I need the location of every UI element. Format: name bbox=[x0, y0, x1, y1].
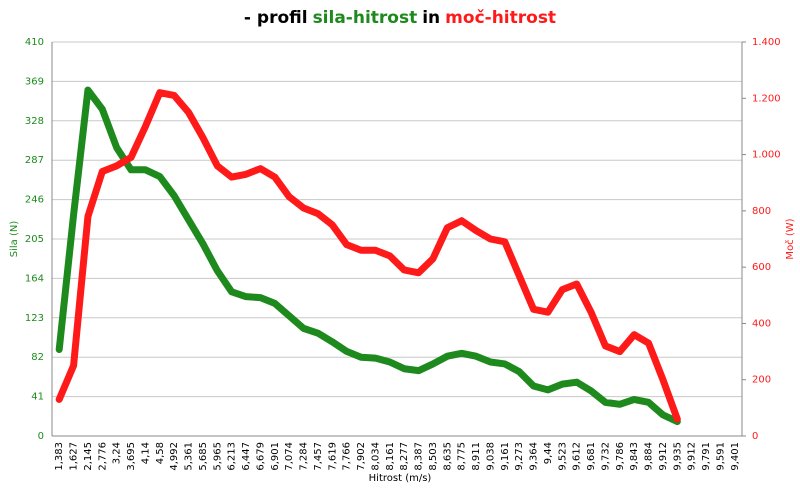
title-part: moč-hitrost bbox=[445, 8, 556, 28]
title-part: sila-hitrost bbox=[313, 8, 418, 28]
title-part: in bbox=[422, 8, 440, 28]
x-tick-label: 9,364 bbox=[529, 442, 540, 471]
x-tick-label: 9,038 bbox=[485, 442, 496, 471]
x-tick-label: 5,965 bbox=[212, 442, 223, 471]
x-tick-label: 9,161 bbox=[500, 442, 511, 471]
data-line bbox=[55, 86, 681, 426]
data-line bbox=[55, 89, 681, 423]
y2-axis-title: Moč (W) bbox=[784, 218, 796, 259]
x-tick-label: 4,992 bbox=[169, 442, 180, 471]
x-axis-title: Hitrost (m/s) bbox=[369, 473, 432, 484]
y2-tick-label: 600 bbox=[752, 262, 771, 273]
x-tick-label: 9,44 bbox=[543, 442, 554, 464]
y-tick-label: 205 bbox=[25, 234, 44, 245]
y2-tick-label: 1.200 bbox=[752, 93, 781, 104]
y-tick-label: 246 bbox=[25, 195, 44, 206]
y-tick-label: 82 bbox=[31, 352, 44, 363]
chart-title: - profil sila-hitrost in moč-hitrost bbox=[244, 8, 556, 28]
x-tick-label: 8,911 bbox=[471, 442, 482, 471]
x-tick-label: 9,935 bbox=[672, 442, 683, 471]
y2-tick-label: 1.400 bbox=[752, 37, 781, 48]
x-tick-label: 7,457 bbox=[313, 442, 324, 471]
y-tick-label: 328 bbox=[25, 116, 44, 127]
y-tick-label: 287 bbox=[25, 155, 44, 166]
x-tick-label: 9,591 bbox=[715, 442, 726, 471]
x-tick-label: 9,912 bbox=[658, 442, 669, 471]
x-tick-label: 9,884 bbox=[644, 442, 655, 471]
y2-tick-label: 800 bbox=[752, 206, 771, 217]
y2-tick-label: 400 bbox=[752, 318, 771, 329]
x-tick-label: 7,074 bbox=[284, 442, 295, 471]
y2-tick-label: 200 bbox=[752, 375, 771, 386]
x-tick-label: 1,627 bbox=[69, 442, 80, 471]
title-part: - profil bbox=[244, 8, 308, 28]
x-tick-label: 9,401 bbox=[730, 442, 741, 471]
x-tick-label: 5,685 bbox=[198, 442, 209, 471]
x-tick-label: 9,612 bbox=[572, 442, 583, 471]
x-tick-label: 7,284 bbox=[299, 442, 310, 471]
x-tick-label: 1,383 bbox=[54, 442, 65, 471]
x-tick-label: 9,273 bbox=[514, 442, 525, 471]
x-tick-label: 8,775 bbox=[457, 442, 468, 471]
x-tick-label: 4,14 bbox=[140, 442, 151, 464]
x-tick-label: 9,681 bbox=[586, 442, 597, 471]
x-tick-label: 6,213 bbox=[227, 442, 238, 471]
x-tick-label: 4,58 bbox=[155, 442, 166, 464]
x-tick-label: 6,901 bbox=[270, 442, 281, 471]
x-tick-label: 2,776 bbox=[97, 442, 108, 471]
x-tick-label: 8,387 bbox=[414, 442, 425, 471]
x-tick-label: 8,034 bbox=[370, 442, 381, 471]
x-tick-label: 8,635 bbox=[442, 442, 453, 471]
x-tick-label: 6,679 bbox=[255, 442, 266, 471]
x-tick-label: 9,912 bbox=[687, 442, 698, 471]
y2-tick-label: 1.000 bbox=[752, 150, 781, 161]
x-tick-label: 3,695 bbox=[126, 442, 137, 471]
y-axis-title: Sila (N) bbox=[9, 221, 20, 258]
y-tick-label: 410 bbox=[25, 37, 44, 48]
x-tick-label: 7,902 bbox=[356, 442, 367, 471]
x-tick-label: 7,766 bbox=[342, 442, 353, 471]
y-tick-label: 164 bbox=[25, 273, 44, 284]
y-tick-label: 0 bbox=[38, 431, 44, 442]
x-tick-label: 8,503 bbox=[428, 442, 439, 471]
x-tick-label: 9,732 bbox=[600, 442, 611, 471]
x-tick-label: 7,619 bbox=[327, 442, 338, 471]
x-tick-label: 9,786 bbox=[615, 442, 626, 471]
y-tick-label: 123 bbox=[25, 313, 44, 324]
x-tick-label: 8,277 bbox=[399, 442, 410, 471]
y2-tick-label: 0 bbox=[752, 431, 758, 442]
x-tick-label: 3,24 bbox=[112, 442, 123, 464]
x-tick-label: 9,843 bbox=[629, 442, 640, 471]
x-tick-label: 2,145 bbox=[83, 442, 94, 471]
y-tick-label: 41 bbox=[31, 392, 44, 403]
x-tick-label: 6,447 bbox=[241, 442, 252, 471]
x-tick-label: 9,523 bbox=[557, 442, 568, 471]
y-tick-label: 369 bbox=[25, 76, 44, 87]
x-tick-label: 5,361 bbox=[184, 442, 195, 471]
x-tick-label: 8,161 bbox=[385, 442, 396, 471]
x-tick-label: 9,791 bbox=[701, 442, 712, 471]
